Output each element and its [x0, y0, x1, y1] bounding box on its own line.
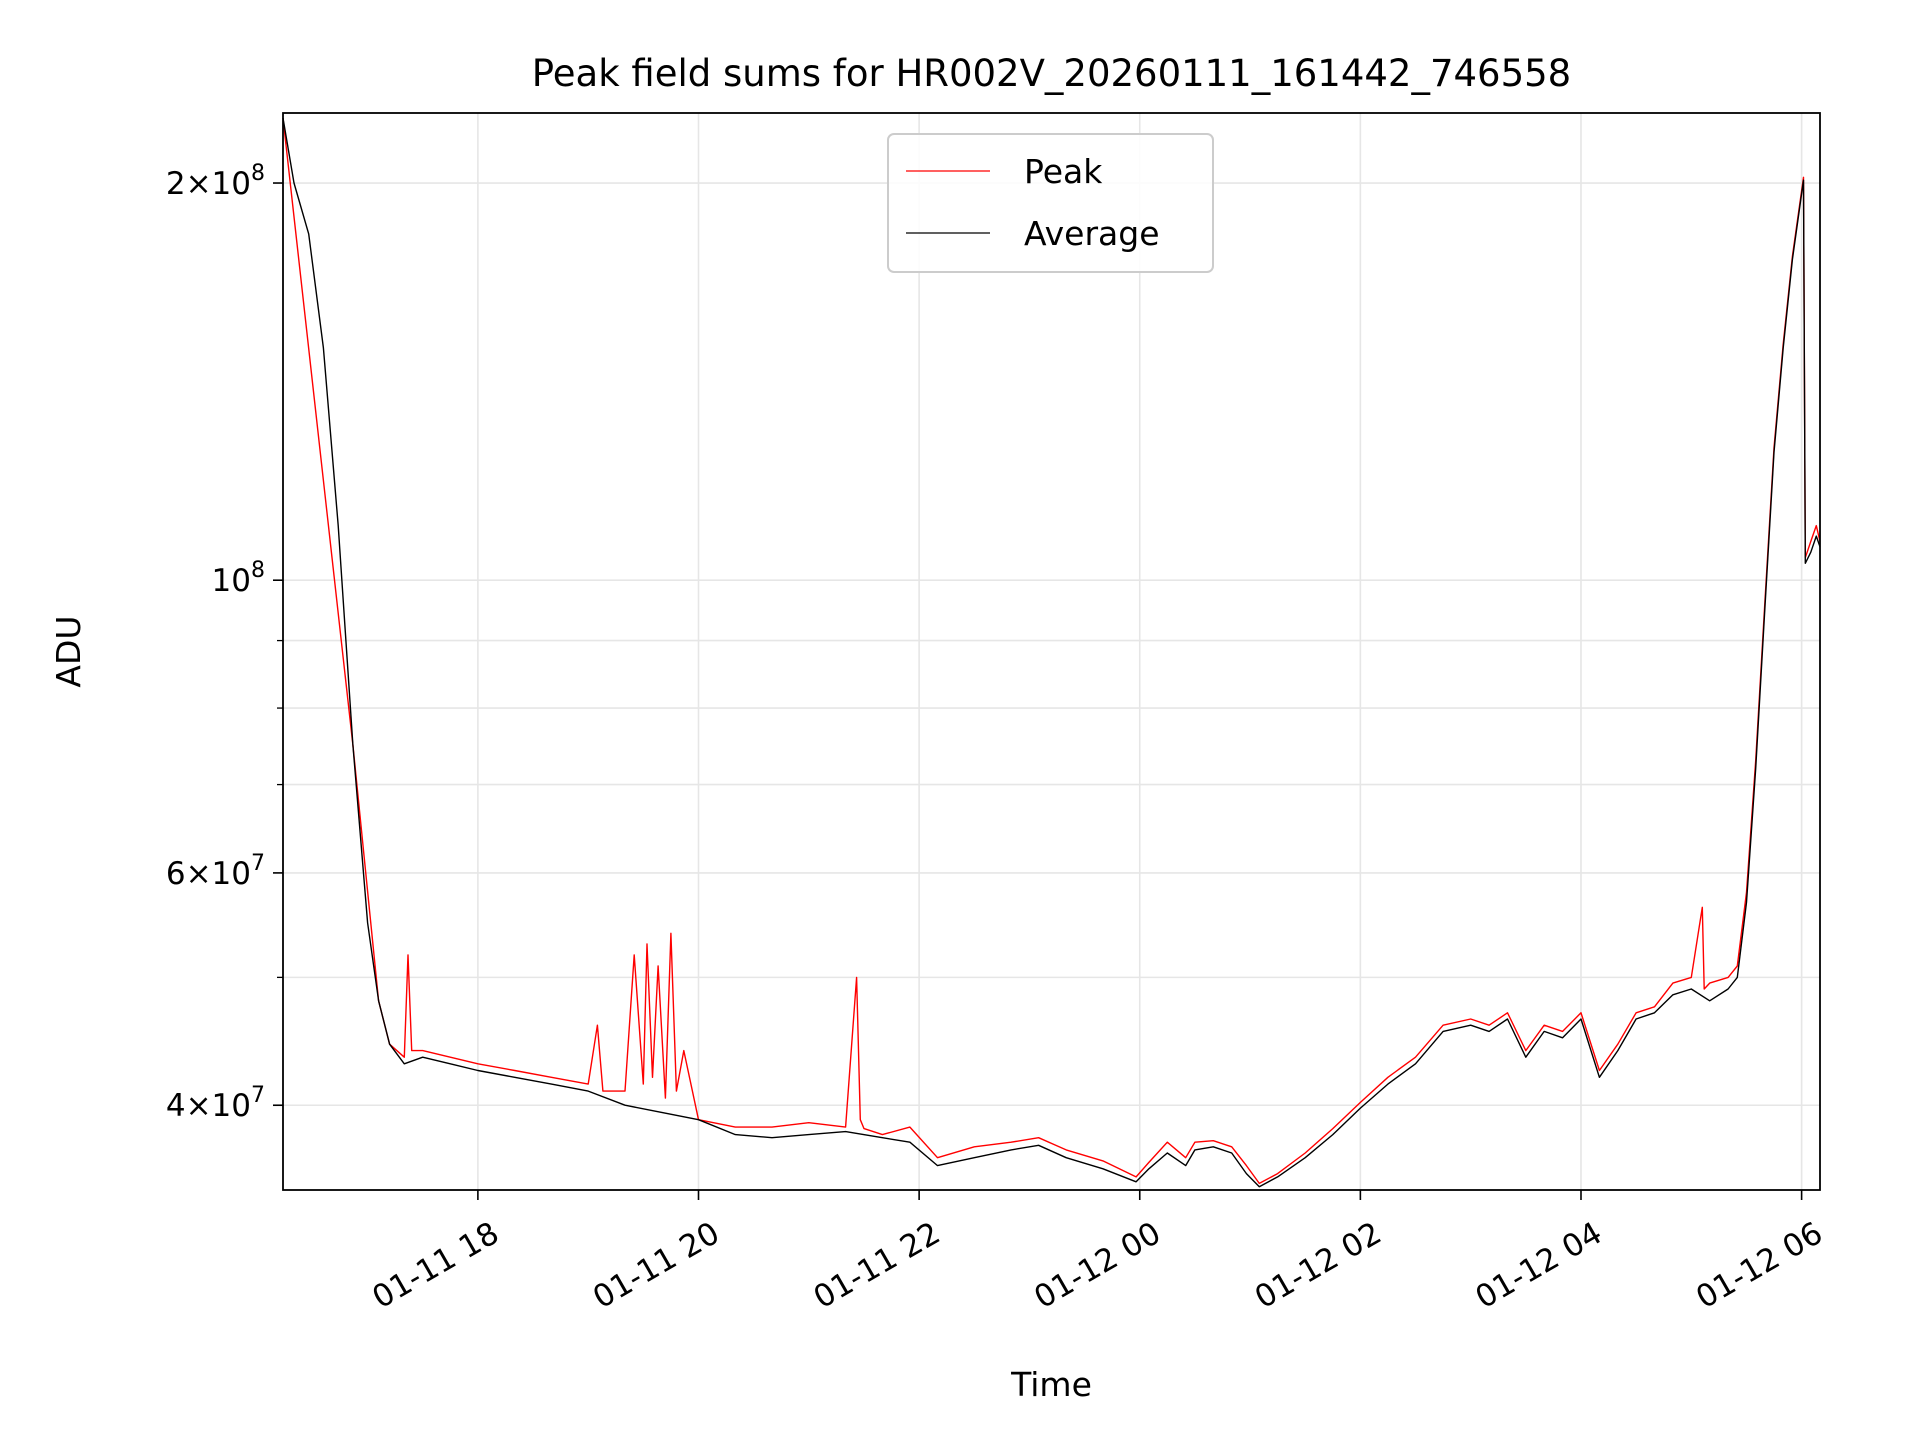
y-axis-label: ADU	[49, 615, 88, 687]
series-line-average	[282, 117, 1821, 1188]
y-tick-label: 108	[212, 558, 265, 599]
plot-frame	[282, 112, 1821, 1191]
y-tick-label: 6×107	[166, 851, 265, 892]
series-line-peak	[282, 118, 1821, 1185]
legend-label-average: Average	[1024, 214, 1160, 253]
chart-title: Peak field sums for HR002V_20260111_1614…	[532, 52, 1571, 95]
grid	[283, 113, 1820, 1190]
y-tick-label: 4×107	[166, 1083, 265, 1124]
legend-box	[887, 133, 1214, 273]
legend-label-peak: Peak	[1024, 152, 1103, 191]
series-lines	[282, 117, 1821, 1188]
x-axis-label: Time	[1010, 1365, 1092, 1404]
legend: Peak Average	[887, 133, 1214, 273]
y-tick-label: 2×108	[166, 161, 265, 202]
